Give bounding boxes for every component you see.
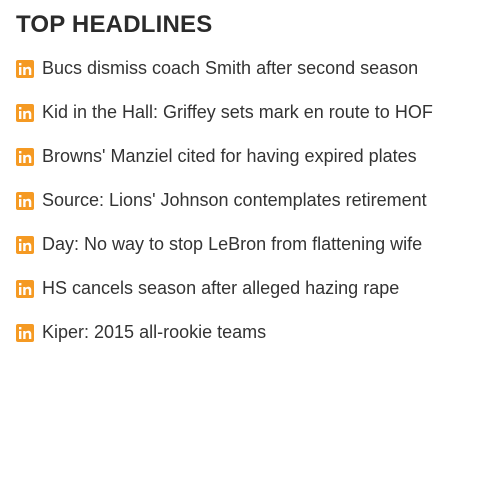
in-icon bbox=[16, 236, 34, 254]
headlines-list: Bucs dismiss coach Smith after second se… bbox=[16, 56, 466, 344]
headline-link[interactable]: Day: No way to stop LeBron from flatteni… bbox=[42, 234, 423, 254]
headline-item[interactable]: HS cancels season after alleged hazing r… bbox=[16, 276, 466, 300]
headline-item[interactable]: Browns' Manziel cited for having expired… bbox=[16, 144, 466, 168]
in-icon bbox=[16, 148, 34, 166]
headline-item[interactable]: Kiper: 2015 all-rookie teams bbox=[16, 320, 466, 344]
headline-link[interactable]: Kid in the Hall: Griffey sets mark en ro… bbox=[42, 102, 433, 122]
headline-link[interactable]: Browns' Manziel cited for having expired… bbox=[42, 146, 417, 166]
in-icon bbox=[16, 104, 34, 122]
headline-link[interactable]: Bucs dismiss coach Smith after second se… bbox=[42, 58, 419, 78]
in-icon bbox=[16, 280, 34, 298]
headline-link[interactable]: Kiper: 2015 all-rookie teams bbox=[42, 322, 267, 342]
headline-item[interactable]: Source: Lions' Johnson contemplates reti… bbox=[16, 188, 466, 212]
in-icon bbox=[16, 192, 34, 210]
section-title: TOP HEADLINES bbox=[16, 11, 213, 38]
headline-link[interactable]: Source: Lions' Johnson contemplates reti… bbox=[42, 190, 427, 210]
in-icon bbox=[16, 60, 34, 78]
headline-link[interactable]: HS cancels season after alleged hazing r… bbox=[42, 278, 400, 298]
headline-item[interactable]: Kid in the Hall: Griffey sets mark en ro… bbox=[16, 100, 466, 124]
headline-item[interactable]: Bucs dismiss coach Smith after second se… bbox=[16, 56, 466, 80]
headline-item[interactable]: Day: No way to stop LeBron from flatteni… bbox=[16, 232, 466, 256]
in-icon bbox=[16, 324, 34, 342]
